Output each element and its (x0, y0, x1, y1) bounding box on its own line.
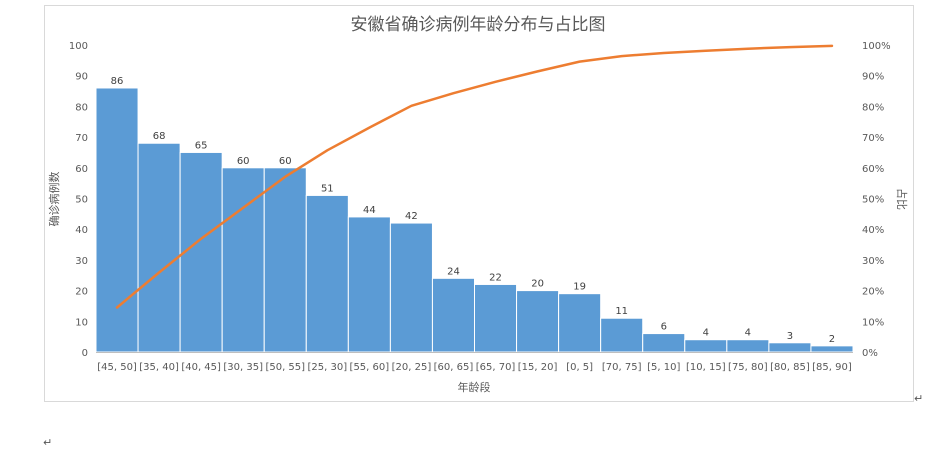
y2-tick-label: 20% (862, 287, 884, 298)
bar-value-label: 65 (195, 140, 208, 151)
x-tick-label: [10, 15] (686, 362, 726, 373)
bar-value-label: 60 (279, 156, 292, 167)
y2-tick-label: 50% (862, 195, 884, 206)
bar-value-label: 24 (447, 266, 460, 277)
y2-tick-label: 40% (862, 225, 884, 236)
bar-value-label: 22 (489, 272, 502, 283)
x-tick-label: [50, 55] (265, 362, 305, 373)
x-tick-label: [85, 90] (812, 362, 852, 373)
bar (642, 333, 686, 353)
bar (684, 339, 728, 353)
bar (263, 167, 307, 353)
bar-value-label: 19 (573, 282, 586, 293)
y2-axis-label: 占比 (895, 188, 909, 210)
bar (95, 87, 139, 353)
bar (558, 293, 602, 353)
y-tick-label: 70 (75, 133, 88, 144)
bar-value-label: 44 (363, 205, 376, 216)
bar (810, 345, 854, 353)
x-tick-label: [20, 25] (392, 362, 432, 373)
y2-tick-label: 90% (862, 72, 884, 83)
bar-value-label: 86 (111, 76, 124, 87)
x-tick-label: [70, 75] (602, 362, 642, 373)
x-tick-label: [30, 35] (223, 362, 263, 373)
bar (600, 317, 644, 353)
chart-title: 安徽省确诊病例年龄分布与占比图 (351, 15, 606, 35)
x-axis-label: 年龄段 (458, 380, 491, 394)
y2-tick-label: 70% (862, 133, 884, 144)
bar-value-label: 3 (787, 331, 793, 342)
paragraph-mark: ↵ (914, 392, 924, 405)
bar-value-label: 51 (321, 183, 334, 194)
bar-value-label: 4 (745, 328, 751, 339)
y-axis-label: 确诊病例数 (47, 172, 61, 227)
bar (431, 277, 476, 353)
paragraph-mark: ↵ (43, 436, 53, 449)
y-tick-label: 50 (75, 195, 88, 206)
bar-value-label: 20 (531, 279, 544, 290)
y-tick-label: 10 (75, 317, 88, 328)
data-labels-layer: 86 [45, 50] 68 [35, 40] 65 [40, 45] 60 [30, 35]… (97, 76, 852, 373)
x-tick-label: [80, 85] (770, 362, 810, 373)
y2-tick-label: 80% (862, 102, 884, 113)
x-tick-label: [0, 5] (566, 362, 593, 373)
cumulative-line-layer (115, 44, 834, 309)
x-tick-label: [75, 80] (728, 362, 768, 373)
bar-value-label: 2 (829, 334, 835, 345)
x-tick-label: [15, 20] (518, 362, 558, 373)
x-tick-label: [60, 65] (434, 362, 474, 373)
bar (305, 194, 349, 353)
y-tick-label: 90 (75, 72, 88, 83)
y-tick-label: 80 (75, 102, 88, 113)
bar (726, 339, 770, 353)
axes-layer: 0 10 20 30 40 50 60 70 80 90 100 0% 10% 20% 30% 40% 50% 6… (69, 41, 891, 359)
bar (137, 142, 181, 353)
y2-tick-label: 0% (862, 348, 878, 359)
y-tick-label: 40 (75, 225, 88, 236)
x-tick-label: [40, 45] (181, 362, 221, 373)
bar-value-label: 68 (153, 131, 166, 142)
x-tick-label: [65, 70] (476, 362, 516, 373)
y-tick-label: 20 (75, 287, 88, 298)
y2-tick-label: 100% (862, 41, 891, 52)
y-tick-label: 30 (75, 256, 88, 267)
cumulative-percentage-line (115, 44, 834, 309)
bar (768, 342, 812, 353)
y2-tick-label: 60% (862, 164, 884, 175)
bar-value-label: 60 (237, 156, 250, 167)
bar (179, 151, 223, 353)
y-tick-label: 100 (69, 41, 88, 52)
x-tick-label: [55, 60] (350, 362, 390, 373)
bar-value-label: 42 (405, 211, 418, 222)
bar (347, 216, 391, 353)
bar (474, 283, 518, 353)
bars-layer (95, 87, 854, 353)
x-tick-label: [25, 30] (308, 362, 348, 373)
x-tick-label: [45, 50] (97, 362, 137, 373)
y2-tick-label: 30% (862, 256, 884, 267)
bar-value-label: 6 (661, 322, 667, 333)
bar-value-label: 11 (615, 306, 628, 317)
bar-value-label: 4 (703, 328, 709, 339)
y-tick-label: 0 (82, 348, 88, 359)
y2-tick-label: 10% (862, 317, 884, 328)
y-tick-label: 60 (75, 164, 88, 175)
bar (389, 222, 433, 353)
x-tick-label: [5, 10] (647, 362, 680, 373)
x-tick-label: [35, 40] (139, 362, 179, 373)
bar (516, 290, 560, 353)
